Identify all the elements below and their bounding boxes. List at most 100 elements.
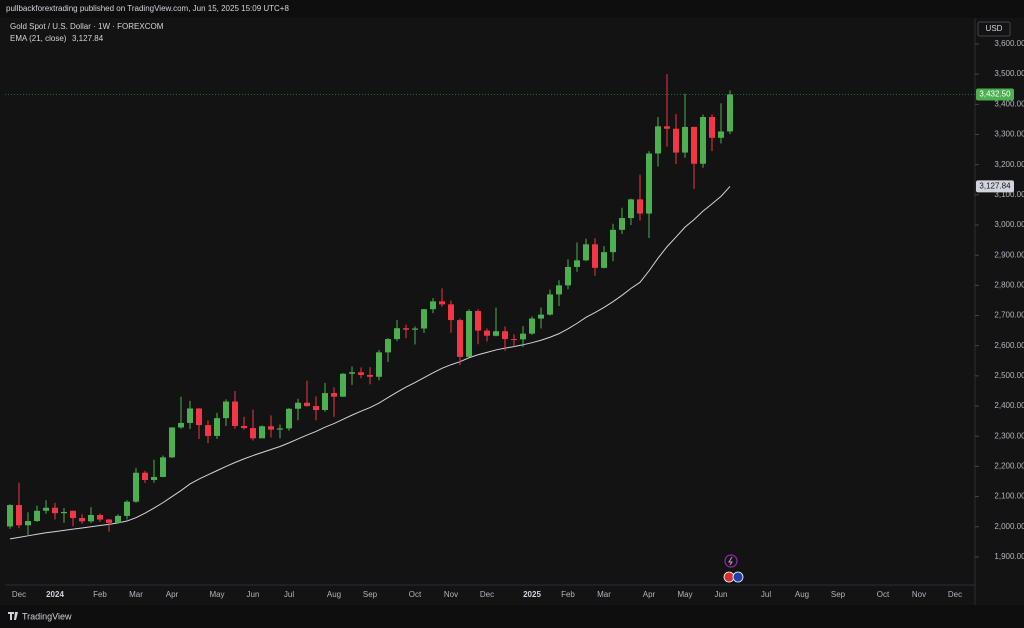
candle-body [385, 339, 391, 353]
x-tick-label: Apr [166, 590, 179, 599]
event-icon[interactable] [724, 554, 738, 568]
footer-brand: TradingView [22, 611, 72, 621]
candle-body [331, 393, 337, 397]
candle-body [52, 507, 58, 514]
candle-body [430, 301, 436, 310]
x-tick-label: Dec [480, 590, 494, 599]
currency-box[interactable] [977, 21, 1011, 37]
candle-body [403, 328, 409, 330]
y-tick-label: 2,200.00 [994, 462, 1024, 471]
candle-body [88, 514, 94, 522]
candle-body [25, 521, 31, 526]
y-tick-label: 3,000.00 [994, 220, 1024, 229]
candle-body [367, 374, 373, 377]
flag-icon[interactable] [732, 571, 744, 583]
y-tick-label: 2,400.00 [994, 401, 1024, 410]
candle-body [466, 311, 472, 357]
y-tick-label: 3,500.00 [994, 69, 1024, 78]
candle-body [547, 294, 553, 315]
candle-body [169, 427, 175, 458]
candle-body [322, 393, 328, 410]
candle-body [16, 505, 22, 526]
candle-body [439, 301, 445, 305]
candle-body [349, 372, 355, 374]
x-tick-label: Mar [597, 590, 611, 599]
candle-body [43, 507, 49, 511]
x-tick-label: Mar [129, 590, 143, 599]
candle-body [610, 229, 616, 253]
last-price-label: 3,432.50 [979, 90, 1011, 99]
candle-body [718, 131, 724, 138]
flag-icon[interactable] [723, 571, 735, 583]
candle-body [655, 126, 661, 154]
candle-body [448, 304, 454, 321]
ema-legend-value: 3,127.84 [72, 34, 104, 43]
y-tick-label: 2,500.00 [994, 371, 1024, 380]
candle-body [493, 331, 499, 336]
candle-body [259, 426, 265, 439]
candle-body [304, 402, 310, 407]
ema-label: 3,127.84 [979, 182, 1011, 191]
candle-body [394, 328, 400, 340]
x-tick-label: Nov [912, 590, 926, 599]
x-tick-label: Aug [795, 590, 809, 599]
x-tick-label: Nov [444, 590, 458, 599]
candle-body [601, 252, 607, 268]
currency[interactable]: USD [986, 24, 1003, 33]
x-tick-label: Aug [327, 590, 341, 599]
candle-body [268, 426, 274, 430]
ema-line [9, 186, 731, 540]
candle-body [313, 406, 319, 410]
y-tick-label: 3,600.00 [994, 39, 1024, 48]
y-tick-label: 2,000.00 [994, 522, 1024, 531]
x-tick-label: Feb [93, 590, 107, 599]
candle-body [583, 244, 589, 261]
candle-body [142, 472, 148, 480]
y-tick-label: 2,600.00 [994, 341, 1024, 350]
candle-body [223, 401, 229, 419]
candle-body [160, 457, 166, 477]
footer-logo [8, 612, 18, 620]
x-tick-label: Dec [948, 590, 962, 599]
candle-body [97, 514, 103, 520]
candle-body [538, 314, 544, 319]
candle-body [574, 260, 580, 267]
candle-body [70, 510, 76, 519]
publisher: pullbackforextrading published on Tradin… [6, 4, 289, 13]
candle-body [502, 331, 508, 340]
y-tick-label: 3,300.00 [994, 130, 1024, 139]
y-tick-label: 3,100.00 [994, 190, 1024, 199]
candle-body [205, 425, 211, 436]
candle-body [340, 373, 346, 397]
candle-body [277, 428, 283, 430]
x-tick-label: Jun [715, 590, 728, 599]
ema-legend-name: EMA (21, close) [10, 34, 67, 43]
x-tick-label: Oct [409, 590, 422, 599]
candle-body [637, 199, 643, 214]
candle-body [232, 401, 238, 426]
candle-body [511, 339, 517, 341]
candle-body [556, 285, 562, 295]
event-icon-bolt [728, 556, 733, 566]
x-tick-label: Sep [363, 590, 378, 599]
candle-body [475, 311, 481, 331]
chart-title: Gold Spot / U.S. Dollar · 1W · FOREXCOM [10, 22, 164, 31]
candle-body [250, 428, 256, 439]
y-tick-label: 2,300.00 [994, 431, 1024, 440]
candle-body [178, 422, 184, 428]
candle-body [295, 402, 301, 409]
candle-body [286, 408, 292, 429]
candle-body [124, 501, 130, 516]
candle-body [709, 116, 715, 138]
candle-body [619, 218, 625, 230]
candle-body [187, 408, 193, 423]
candle-body [61, 511, 67, 514]
y-tick-label: 3,200.00 [994, 160, 1024, 169]
header-bar [0, 0, 1024, 18]
y-tick-label: 3,400.00 [994, 99, 1024, 108]
candle-body [592, 244, 598, 268]
candle-body [34, 510, 40, 522]
